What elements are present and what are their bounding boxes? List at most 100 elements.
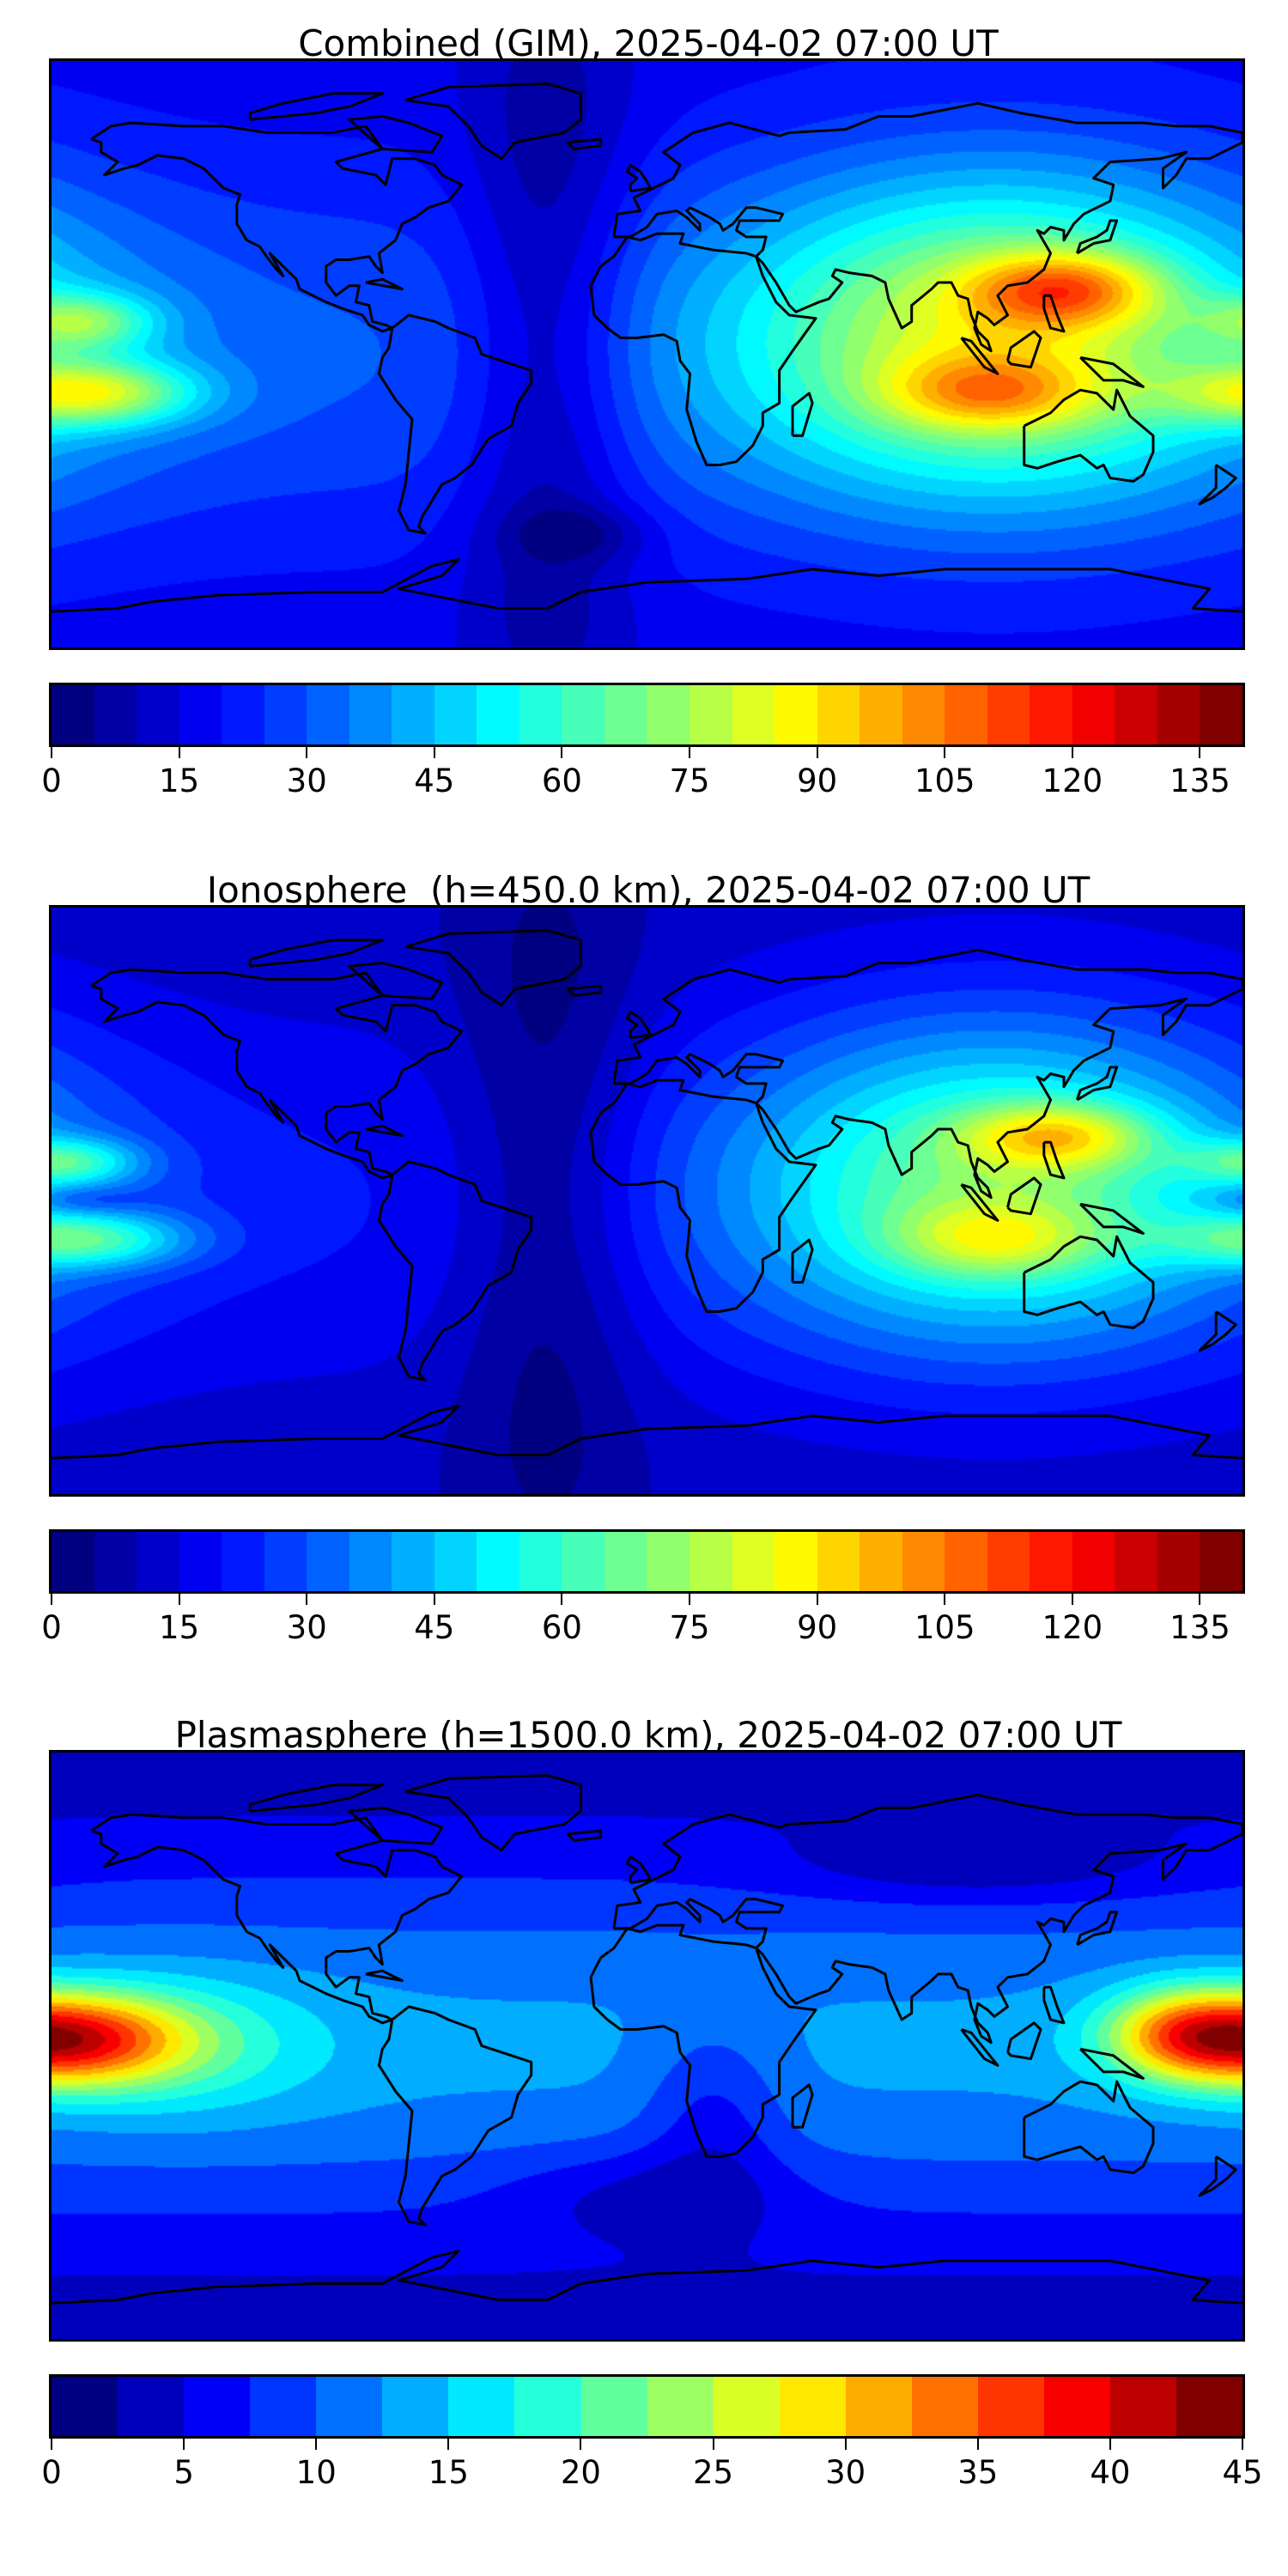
colorbar-tick-mark (306, 747, 308, 758)
colorbar-tick-mark (580, 2439, 582, 2450)
coastline-antarctica (52, 2250, 1242, 2305)
colorbar-tick-mark (689, 1594, 691, 1605)
colorbar-bin (562, 1532, 605, 1591)
colorbar-tick-label: 0 (41, 1609, 62, 1646)
colorbar-tick-label: 105 (914, 1609, 975, 1646)
colorbar-bin (1200, 685, 1242, 744)
colorbar-bin (1030, 1532, 1072, 1591)
colorbar-bin (902, 1532, 945, 1591)
colorbar-bin (184, 2377, 251, 2436)
colorbar-tick-mark (178, 1594, 180, 1605)
colorbar-tick-mark (976, 2439, 979, 2450)
colorbar-bin (514, 2377, 581, 2436)
coastline-baffin (348, 962, 444, 1000)
coastline-madagascar (791, 1238, 814, 1284)
colorbar-bin (689, 685, 732, 744)
colorbar-bin (94, 1532, 137, 1591)
coastline-eurasia (612, 1793, 1242, 2044)
coastline-australia (1023, 388, 1155, 483)
colorbar-bin (1110, 2377, 1177, 2436)
colorbar-tick-mark (51, 1594, 52, 1605)
colorbar-tick-mark (1109, 2439, 1111, 2450)
coastline-north-america (90, 121, 464, 333)
colorbar-tick-mark (1242, 2439, 1243, 2450)
coastline-sumatra (960, 2028, 999, 2067)
colorbar-tick-label: 5 (173, 2454, 194, 2491)
colorbar-bin (562, 685, 605, 744)
colorbar-bin (222, 1532, 264, 1591)
colorbar-tick-mark (844, 2439, 847, 2450)
tec-map (49, 905, 1245, 1497)
tec-contour-field (52, 908, 1242, 1494)
colorbar-tick-label: 90 (797, 1609, 838, 1646)
colorbar-tick-label: 135 (1170, 762, 1230, 799)
colorbar-tick-mark (944, 1594, 946, 1605)
colorbar-bin (1115, 1532, 1157, 1591)
colorbar-bin (604, 685, 647, 744)
coastline-japan (1075, 1911, 1119, 1947)
colorbar-bin (902, 685, 945, 744)
colorbar-tick-mark (712, 2439, 714, 2450)
colorbar-bin (1115, 685, 1157, 744)
coastline-uk (625, 1855, 652, 1885)
coastline-borneo (1006, 2021, 1042, 2061)
colorbar-tick-label: 45 (414, 762, 455, 799)
colorbar-tick-label: 30 (286, 1609, 327, 1646)
coastline-iceland (566, 984, 603, 997)
tec-contour-field (52, 61, 1242, 647)
colorbar-tick-mark (689, 747, 691, 758)
colorbar-tick-label: 60 (541, 762, 582, 799)
colorbar-bin (264, 1532, 307, 1591)
colorbar-tick-mark (944, 747, 946, 758)
colorbar-tick-label: 15 (428, 2454, 469, 2491)
colorbar-tick-label: 135 (1170, 1609, 1230, 1646)
colorbar-ticks: 0 5 10 15 20 25 30 35 40 45 (41, 2439, 1263, 2499)
colorbar-bin (604, 1532, 647, 1591)
plasmasphere-panel: Plasmasphere (h=1500.0 km), 2025-04-02 0… (0, 1714, 1288, 2561)
colorbar-bin (264, 685, 307, 744)
colorbar-bin (382, 2377, 449, 2436)
panel-title: Combined (GIM), 2025-04-02 07:00 UT (298, 22, 999, 64)
coastline-antarctica (52, 1405, 1242, 1460)
colorbar-bin (580, 2377, 647, 2436)
colorbar-tick-label: 45 (414, 1609, 455, 1646)
colorbar-bin (1200, 1532, 1242, 1591)
panel-title: Ionosphere (h=450.0 km), 2025-04-02 07:0… (206, 869, 1091, 911)
colorbar-tick-mark (178, 747, 180, 758)
coastline-new-guinea (1079, 2047, 1145, 2080)
colorbar-bin (689, 1532, 732, 1591)
colorbar-bin (392, 685, 434, 744)
colorbar-bin (647, 685, 690, 744)
colorbar-tick-label: 30 (286, 762, 327, 799)
colorbar-bin (434, 685, 477, 744)
colorbar-bin (647, 2377, 714, 2436)
colorbar-bin (1176, 2377, 1243, 2436)
colorbar-tick-label: 15 (159, 1609, 200, 1646)
coastline-new-guinea (1079, 1202, 1145, 1235)
colorbar-tick-label: 20 (560, 2454, 601, 2491)
coastline-new-zealand (1198, 2155, 1237, 2197)
coastline-cuba (365, 1124, 404, 1138)
colorbar-bin (392, 1532, 434, 1591)
colorbar-bin (911, 2377, 978, 2436)
colorbar-bin (477, 685, 519, 744)
coastline-philippines (1042, 1140, 1066, 1180)
colorbar-bin (1072, 1532, 1115, 1591)
colorbar (49, 1529, 1245, 1594)
coastline-arctic-islands (248, 92, 384, 121)
coastline-eurasia (612, 948, 1242, 1200)
colorbar-bin (1072, 685, 1115, 744)
coastline-sumatra (960, 1183, 999, 1222)
coastline-greenland (404, 82, 582, 161)
coastline-philippines (1042, 1985, 1066, 2025)
colorbar-tick-mark (183, 2439, 185, 2450)
colorbar-ticks: 0 15 30 45 60 75 90 105 120 135 (41, 1594, 1242, 1654)
coastline-new-zealand (1198, 1310, 1237, 1352)
colorbar-bin (222, 685, 264, 744)
colorbar (49, 2374, 1245, 2439)
colorbar-bin (448, 2377, 515, 2436)
coastline-new-zealand (1198, 464, 1237, 506)
coastline-japan (1075, 219, 1119, 255)
coastline-iceland (566, 137, 603, 150)
colorbar-tick-mark (447, 2439, 450, 2450)
